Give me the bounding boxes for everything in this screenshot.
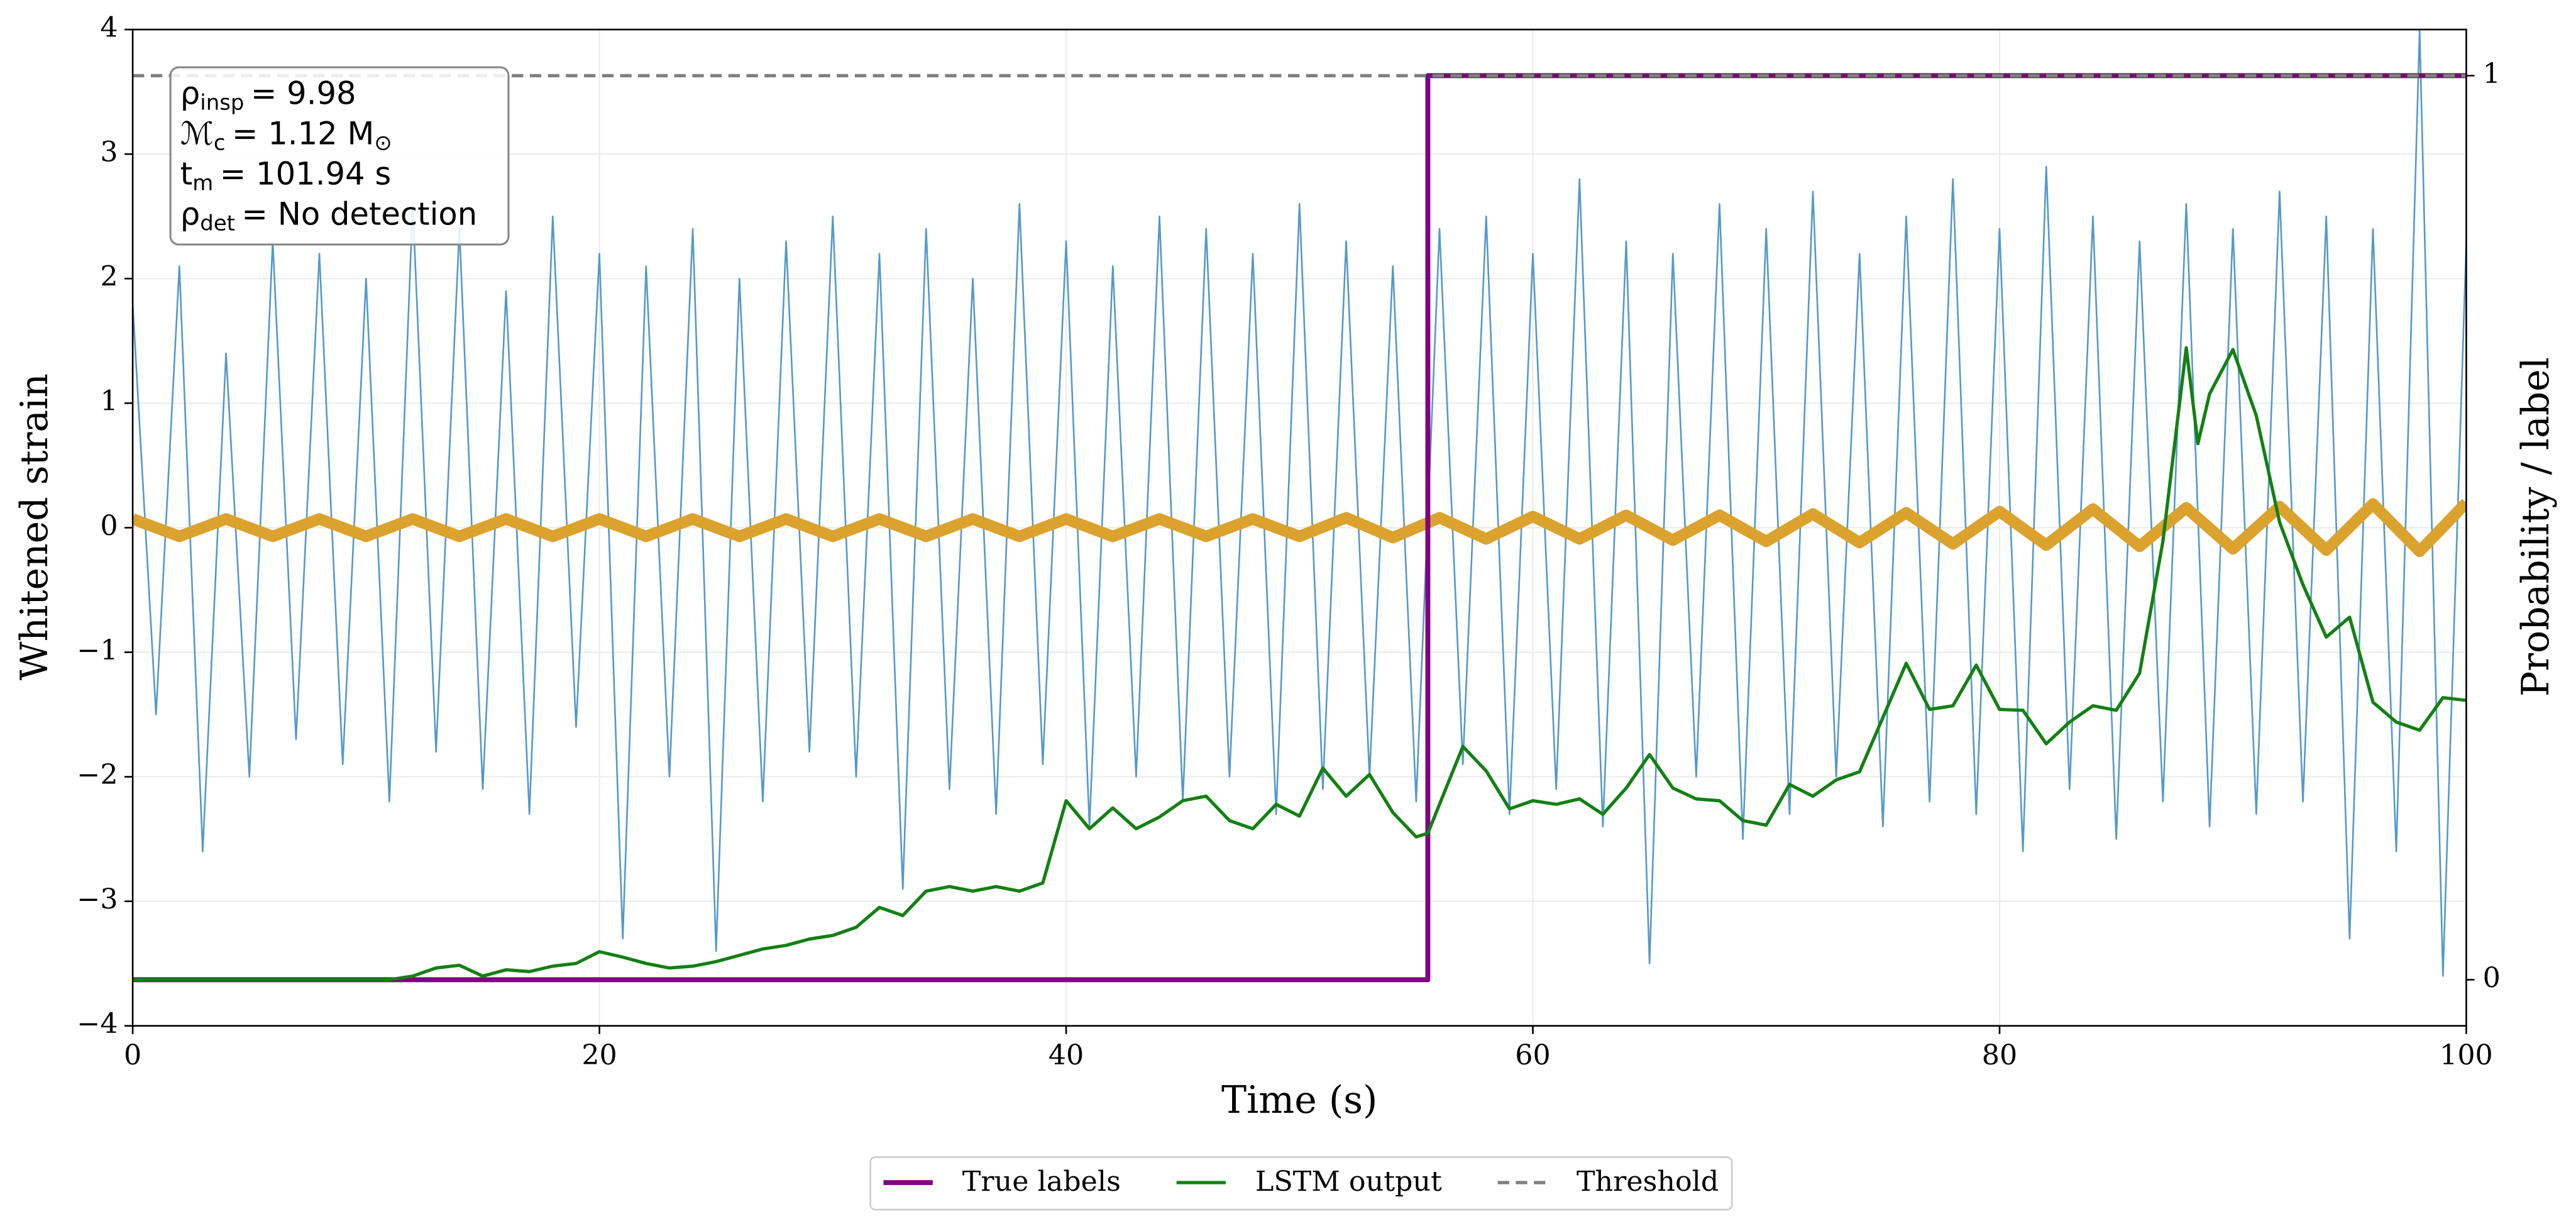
legend-label: True labels xyxy=(962,1166,1121,1198)
annotation-text: ρ xyxy=(180,196,200,232)
x-tick-label: 20 xyxy=(581,1039,617,1071)
annotation-text: = No detection xyxy=(241,196,477,232)
y-tick-label: −4 xyxy=(77,1008,118,1040)
x-tick-label: 40 xyxy=(1049,1039,1084,1071)
annotation-text: t xyxy=(180,155,192,192)
annotation-line: ρinsp = 9.98 xyxy=(180,75,356,115)
x-tick-label: 0 xyxy=(124,1039,141,1071)
y-tick-label: 0 xyxy=(100,510,118,542)
legend: True labels LSTM output Threshold xyxy=(869,1156,1733,1211)
series-line xyxy=(133,498,2467,558)
x-tick-label: 80 xyxy=(1982,1039,2017,1071)
annotation-text: ℳ xyxy=(180,115,214,152)
series-line xyxy=(133,346,2467,981)
y-tick-label: −1 xyxy=(77,634,118,666)
plot-frame xyxy=(131,28,2467,1027)
y-axis-label: Whitened strain xyxy=(13,373,57,680)
x-tick-label: 100 xyxy=(2440,1039,2493,1071)
annotation-line: ℳc = 1.12 M⊙ xyxy=(180,115,392,155)
y2-tick-label: 1 xyxy=(2483,58,2501,90)
annotation-text: = 9.98 xyxy=(251,75,356,111)
legend-box xyxy=(869,1156,1733,1211)
annotation-text: ρ xyxy=(180,75,200,111)
y-tick-label: 1 xyxy=(100,385,118,417)
annotation-line: ρdet = No detection xyxy=(180,196,477,236)
annotation-subscript: ⊙ xyxy=(374,131,392,155)
y2-tick-label: 0 xyxy=(2483,962,2501,994)
annotation-subscript: det xyxy=(200,211,235,236)
y-tick-label: −2 xyxy=(77,759,118,791)
annotation-box xyxy=(169,66,510,246)
legend-label: LSTM output xyxy=(1255,1166,1442,1198)
y2-axis-label: Probability / label xyxy=(2514,357,2558,697)
annotation-subscript: c xyxy=(214,131,226,155)
annotation-text: = 1.12 M xyxy=(232,115,374,152)
annotation-line: tm = 101.94 s xyxy=(180,155,391,196)
y-tick-label: 4 xyxy=(100,11,118,43)
y-tick-label: 2 xyxy=(100,261,118,293)
annotation-subscript: insp xyxy=(200,91,244,115)
legend-label: Threshold xyxy=(1577,1166,1719,1198)
annotation-text: = 101.94 s xyxy=(220,155,391,192)
series-line xyxy=(133,29,2467,977)
y-tick-label: −3 xyxy=(77,883,118,915)
x-axis-label: Time (s) xyxy=(1221,1078,1377,1122)
x-tick-label: 60 xyxy=(1515,1039,1550,1071)
y-tick-label: 3 xyxy=(100,136,118,168)
annotation-subscript: m xyxy=(192,171,213,196)
